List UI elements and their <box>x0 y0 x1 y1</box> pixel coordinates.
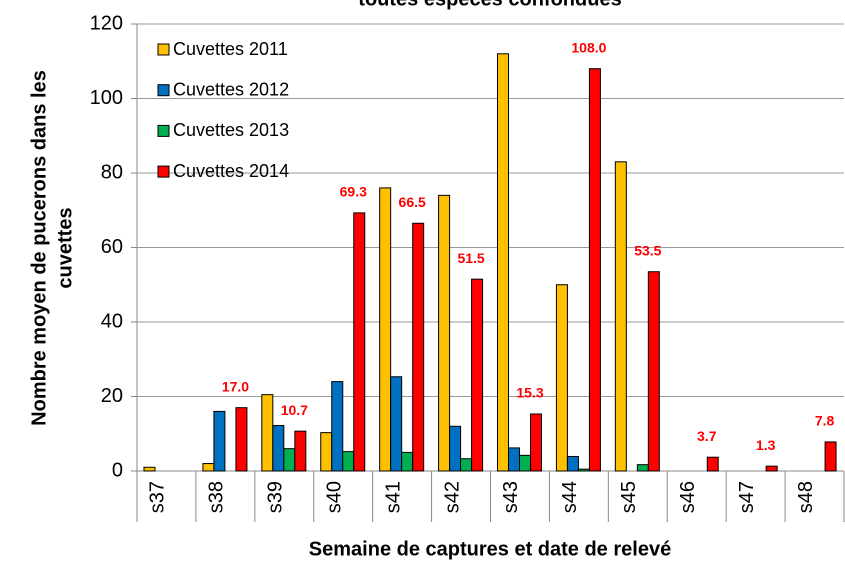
x-tick-label: s47 <box>736 481 758 513</box>
x-tick-label: s48 <box>795 481 817 513</box>
bar <box>143 466 156 472</box>
y-tick-label: 0 <box>112 459 123 481</box>
bar <box>530 413 542 472</box>
legend-label: Cuvettes 2014 <box>173 161 289 181</box>
bar <box>401 451 414 472</box>
data-label: 17.0 <box>222 378 249 394</box>
x-tick-label: s44 <box>559 481 581 513</box>
x-tick-label: s39 <box>265 481 287 513</box>
data-label: 15.3 <box>516 385 543 401</box>
x-tick-label: s37 <box>147 481 169 513</box>
data-label: 69.3 <box>340 184 367 200</box>
legend-label: Cuvettes 2011 <box>173 39 288 59</box>
x-tick-label: s40 <box>323 481 345 513</box>
bar <box>460 458 473 472</box>
bar <box>449 425 462 472</box>
y-axis-title: Nombre moyen de pucerons dans les <box>28 70 50 426</box>
bar <box>202 463 215 472</box>
bar <box>412 222 425 472</box>
bar <box>272 425 285 472</box>
y-tick-label: 120 <box>90 12 123 34</box>
x-tick-label: s46 <box>677 481 699 513</box>
bar <box>320 432 333 472</box>
bar <box>379 187 392 472</box>
bar <box>283 448 296 472</box>
bar <box>213 410 226 472</box>
x-tick-label: s45 <box>618 481 640 513</box>
bar <box>555 284 568 472</box>
bar <box>342 451 355 472</box>
bar <box>824 441 837 472</box>
y-tick-label: 60 <box>101 236 123 258</box>
bar <box>566 455 579 472</box>
legend-label: Cuvettes 2012 <box>173 79 289 99</box>
bar <box>765 465 778 472</box>
y-tick-label: 100 <box>90 87 123 109</box>
bar <box>636 464 649 472</box>
data-label: 7.8 <box>815 413 835 429</box>
bar <box>706 456 719 472</box>
legend-swatch <box>157 165 170 178</box>
x-axis-title: Semaine de captures et date de relevé <box>309 538 671 560</box>
bar <box>261 394 274 472</box>
bar <box>353 212 366 472</box>
data-label: 1.3 <box>756 437 776 453</box>
bar <box>614 161 627 472</box>
legend-swatch <box>157 84 170 97</box>
legend-swatch <box>157 124 170 137</box>
bar <box>471 278 484 472</box>
data-label: 53.5 <box>634 242 661 258</box>
x-tick-label: s41 <box>382 481 404 513</box>
chart-title: toutes espèces confondues <box>358 0 621 10</box>
data-label: 66.5 <box>399 194 426 210</box>
y-tick-label: 80 <box>101 161 123 183</box>
data-label: 51.5 <box>457 250 484 266</box>
bar <box>588 68 601 472</box>
bar <box>235 407 248 472</box>
y-tick-label: 20 <box>101 385 123 407</box>
data-label: 108.0 <box>571 39 606 55</box>
bar <box>294 430 307 472</box>
bar <box>497 53 509 472</box>
bar <box>438 194 451 472</box>
x-tick-label: s43 <box>500 481 522 513</box>
legend-label: Cuvettes 2013 <box>173 120 289 140</box>
y-axis-title: cuvettes <box>54 207 76 288</box>
data-label: 10.7 <box>281 402 308 418</box>
bar <box>390 376 403 472</box>
bar <box>508 447 520 472</box>
bar <box>577 468 590 472</box>
x-tick-label: s38 <box>206 481 228 513</box>
bar <box>331 381 344 472</box>
bar <box>647 271 660 472</box>
bar <box>519 454 531 472</box>
legend-swatch <box>157 43 170 56</box>
x-tick-label: s42 <box>441 481 463 513</box>
y-tick-label: 40 <box>101 310 123 332</box>
data-label: 3.7 <box>697 428 717 444</box>
